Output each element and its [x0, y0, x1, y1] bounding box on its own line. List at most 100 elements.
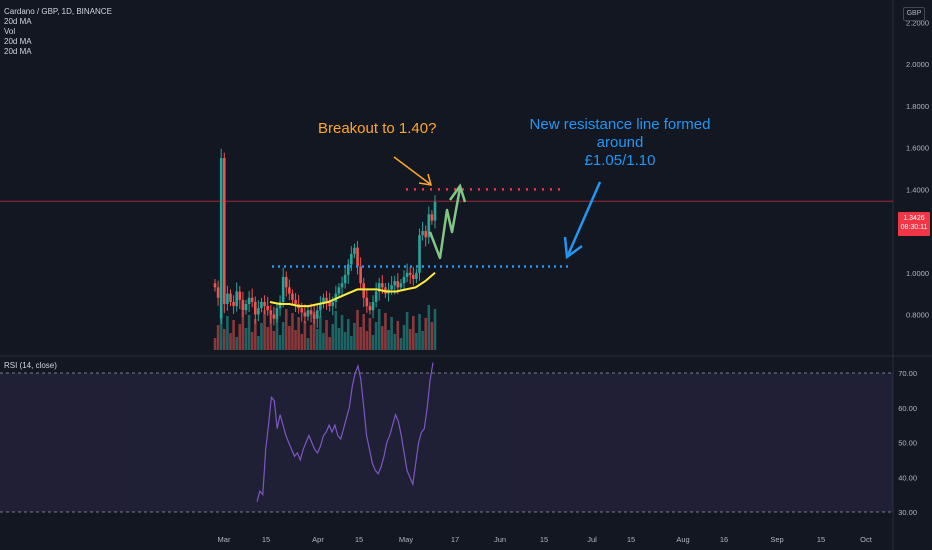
volume-bar — [408, 329, 412, 350]
legend-ma1[interactable]: 20d MA — [4, 17, 32, 26]
candle-body — [306, 310, 310, 317]
candle-body — [275, 308, 279, 319]
volume-bar — [365, 331, 369, 350]
candle-body — [294, 299, 297, 305]
time-tick-label: Sep — [770, 535, 783, 544]
volume-bar — [346, 319, 350, 350]
volume-bar — [384, 313, 387, 350]
candle-body — [365, 297, 369, 307]
candle-body — [405, 272, 409, 277]
volume-bar — [402, 325, 406, 350]
time-tick-label: Mar — [218, 535, 231, 544]
volume-bar — [226, 316, 229, 350]
candle-body — [312, 314, 316, 319]
last-price-countdown: 08:30:11 — [900, 224, 928, 231]
rsi-pane — [0, 362, 893, 513]
rsi-band — [0, 373, 893, 512]
candle-body — [238, 291, 242, 300]
volume-bar — [322, 333, 325, 350]
volume-bar — [350, 336, 353, 350]
blue-arrow — [566, 181, 602, 256]
volume-bar — [433, 309, 437, 350]
resistance-annotation-line1: New resistance line formed around — [529, 116, 711, 151]
candle-body — [253, 301, 257, 315]
candle-body — [266, 306, 269, 311]
currency-badge[interactable]: GBP — [903, 7, 925, 21]
volume-bar — [405, 312, 409, 350]
rsi-tick-label: 30.00 — [898, 508, 917, 517]
time-tick-label: 16 — [720, 535, 728, 544]
volume-bar — [272, 331, 276, 350]
rsi-legend[interactable]: RSI (14, close) — [4, 361, 57, 370]
volume-bar — [229, 333, 232, 350]
volume-bar — [309, 325, 313, 350]
volume-bar — [235, 337, 238, 350]
volume-bar — [362, 314, 366, 350]
volume-bar — [278, 335, 282, 350]
volume-bar — [257, 336, 260, 350]
volume-bar — [418, 314, 421, 350]
volume-bars — [213, 302, 437, 350]
candle-body — [213, 283, 217, 288]
candle-body — [288, 287, 291, 294]
volume-bar — [291, 313, 294, 350]
volume-bar — [340, 315, 344, 350]
volume-bar — [260, 323, 263, 350]
price-tick-label: 2.2000 — [906, 19, 929, 28]
volume-bar — [306, 338, 310, 350]
rsi-tick-label: 40.00 — [898, 473, 917, 482]
volume-bar — [377, 309, 381, 350]
chart-legend: Cardano / GBP, 1D, BINANCE 20d MA Vol 20… — [4, 7, 112, 57]
candle-body — [408, 272, 412, 275]
candle-body — [257, 308, 260, 315]
volume-bar — [263, 310, 266, 350]
time-tick-label: 15 — [817, 535, 825, 544]
volume-bar — [250, 332, 254, 350]
volume-bar — [222, 329, 226, 350]
candle-body — [244, 304, 248, 311]
orange-arrow — [393, 156, 431, 185]
price-tick-label: 1.6000 — [906, 144, 929, 153]
candle-body — [430, 214, 434, 221]
time-tick-label: 15 — [262, 535, 270, 544]
volume-bar — [275, 318, 279, 350]
time-tick-label: Jul — [587, 535, 597, 544]
rsi-line — [256, 362, 434, 502]
rsi-tick-label: 60.00 — [898, 404, 917, 413]
candle-body — [309, 310, 313, 315]
time-tick-label: May — [399, 535, 413, 544]
candle-body — [315, 310, 319, 319]
volume-bar — [343, 332, 347, 350]
candle-body — [415, 272, 418, 280]
price-tick-label: 1.0000 — [906, 269, 929, 278]
candle-body — [390, 285, 393, 290]
time-tick-label: Jun — [494, 535, 506, 544]
legend-symbol[interactable]: Cardano / GBP, 1D, BINANCE — [4, 7, 112, 16]
candle-body — [241, 299, 245, 311]
legend-ma3[interactable]: 20d MA — [4, 47, 32, 56]
volume-bar — [284, 309, 288, 350]
candle-body — [427, 214, 431, 238]
volume-bar — [424, 318, 428, 350]
projection-arrow — [428, 187, 462, 260]
volume-bar — [371, 335, 375, 350]
breakout-annotation: Breakout to 1.40? — [318, 120, 437, 137]
candle-body — [284, 276, 288, 288]
volume-bar — [356, 310, 359, 350]
candle-body — [226, 293, 229, 305]
volume-bar — [359, 327, 362, 350]
volume-bar — [213, 338, 217, 350]
volume-bar — [390, 317, 393, 350]
candle-body — [356, 247, 359, 267]
candle-body — [377, 283, 381, 292]
candle-body — [343, 274, 347, 284]
legend-vol[interactable]: Vol — [4, 27, 16, 36]
volume-bar — [368, 318, 372, 350]
volume-bar — [381, 326, 384, 350]
volume-bar — [269, 314, 273, 350]
candle-body — [263, 301, 266, 307]
last-price-value: 1.3426 — [903, 215, 925, 222]
legend-ma2[interactable]: 20d MA — [4, 37, 32, 46]
